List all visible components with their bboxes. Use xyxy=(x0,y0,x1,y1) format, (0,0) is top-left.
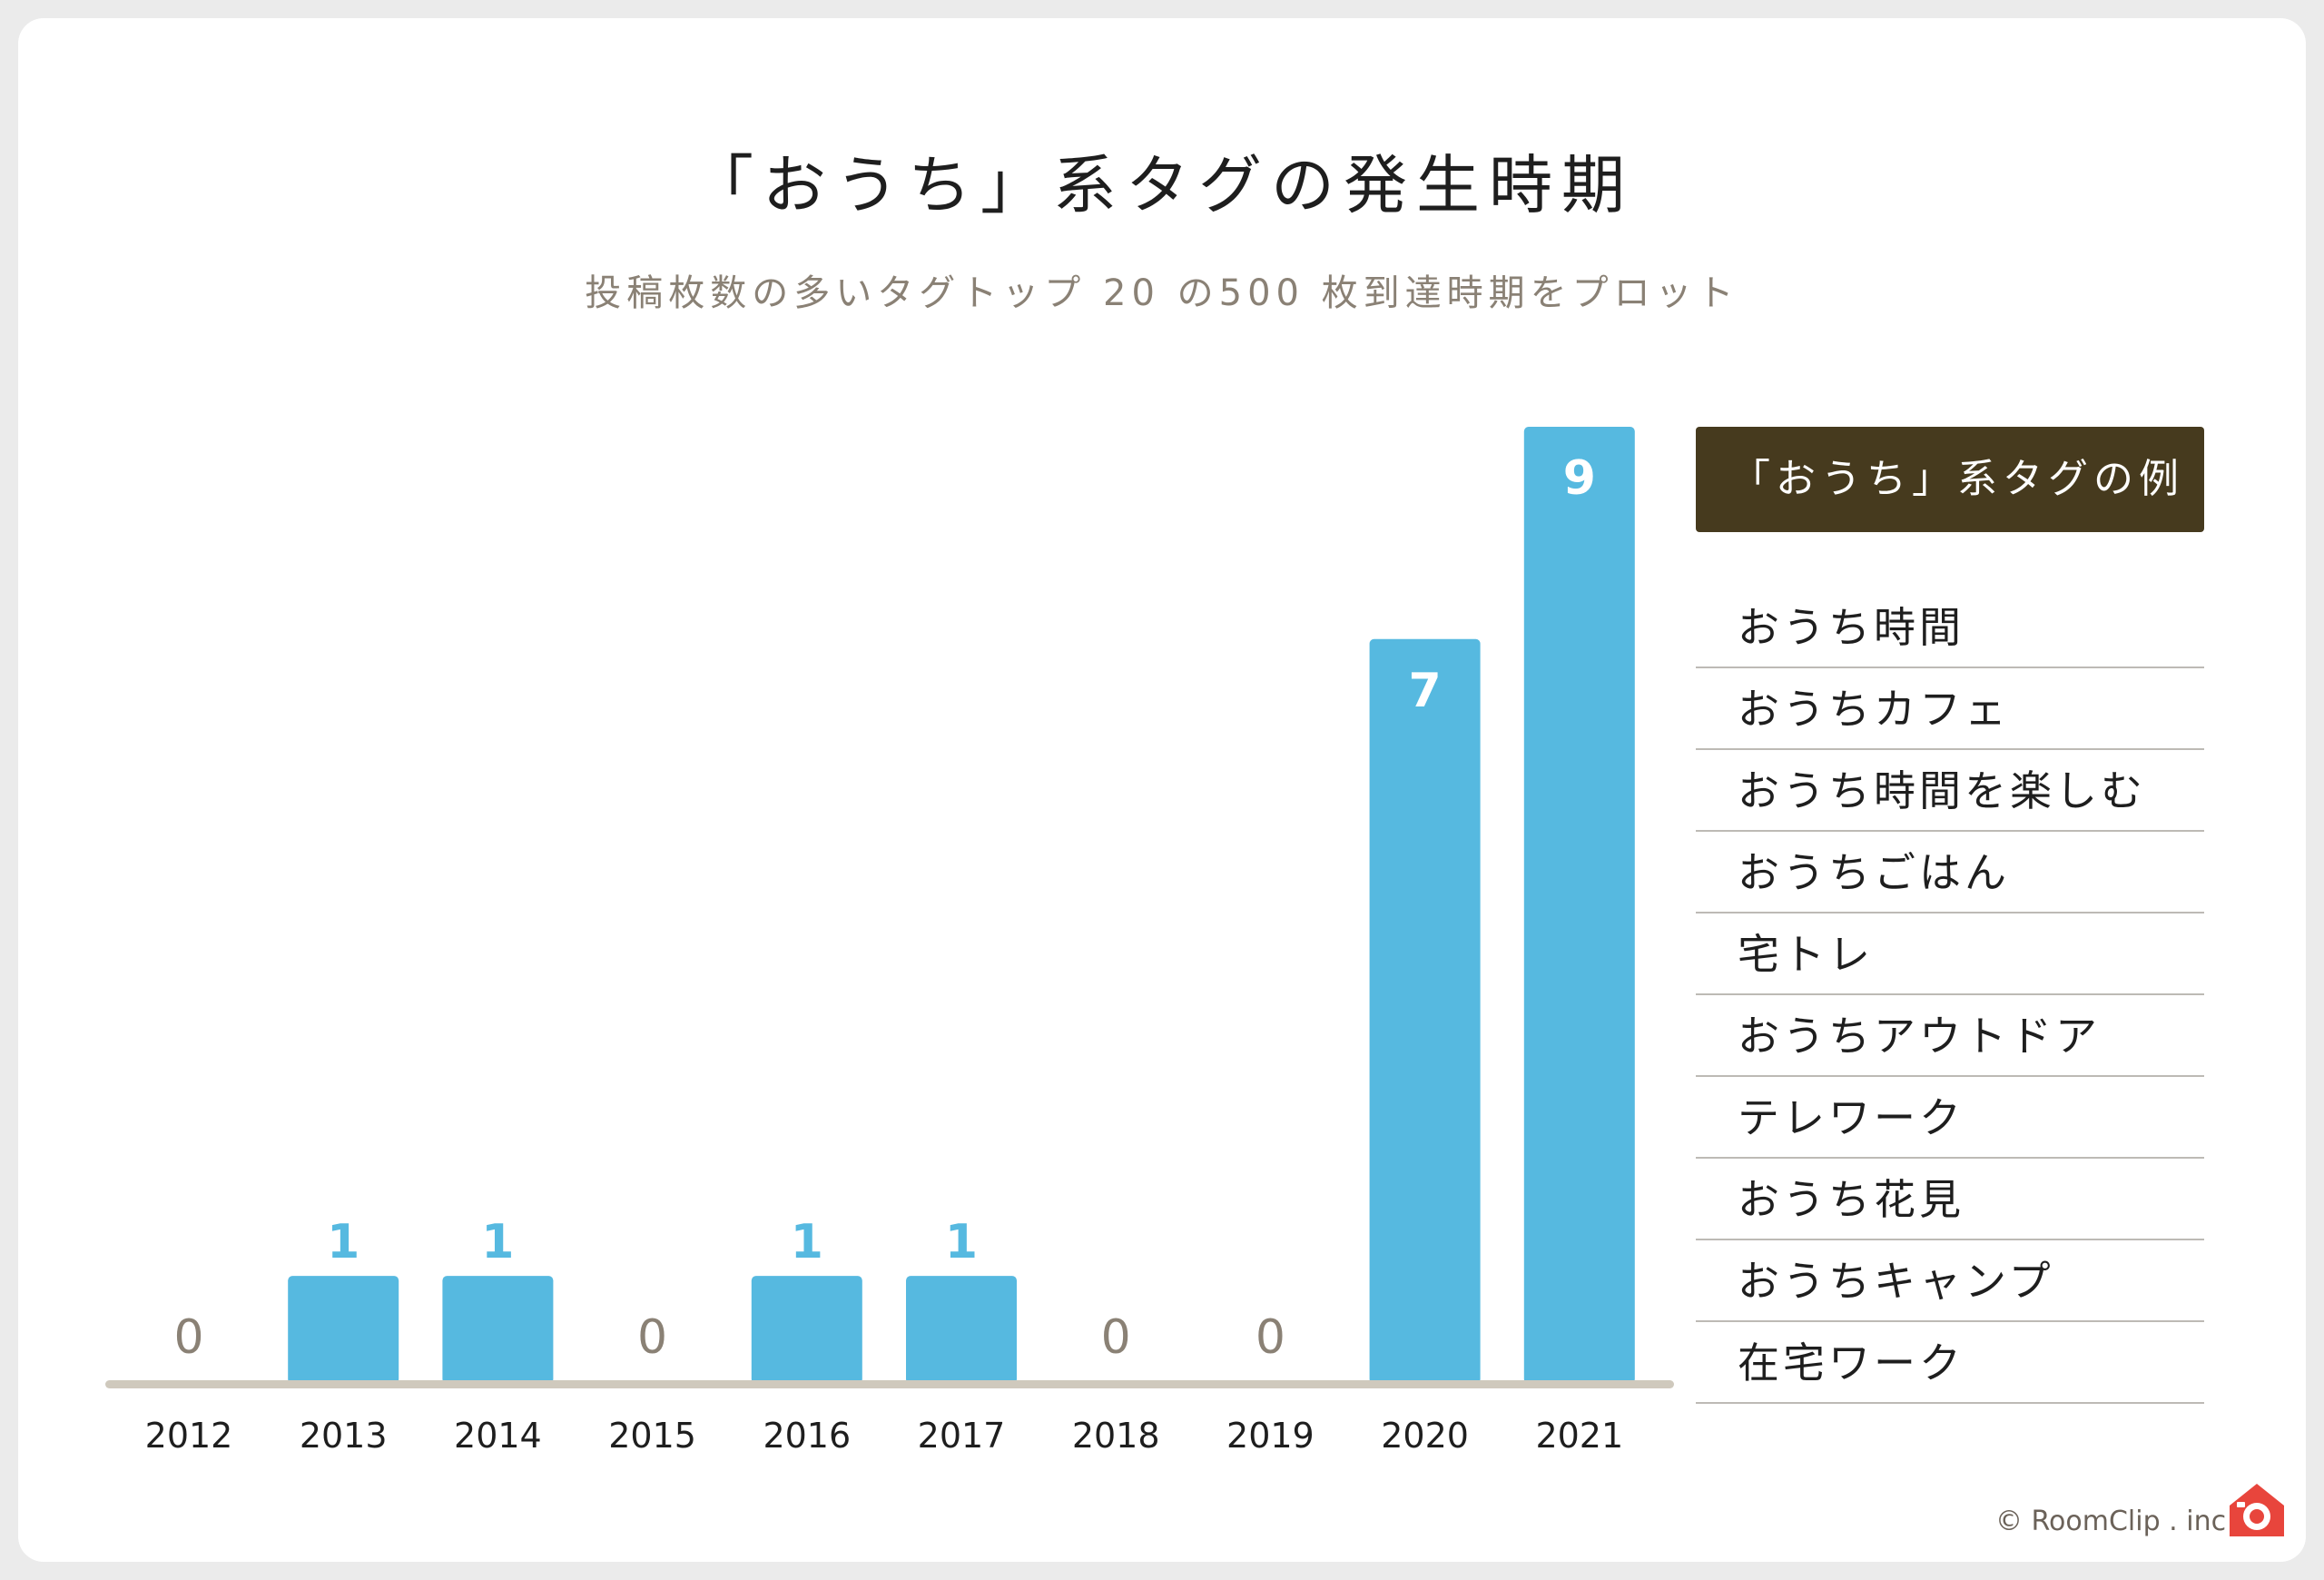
chart-title: 「おうち」系タグの発生時期 xyxy=(690,148,1634,222)
bar-value-label: 0 xyxy=(1101,1310,1131,1365)
x-tick-label: 2015 xyxy=(608,1416,696,1456)
chart-subtitle: 投稿枚数の多いタグトップ 20 の500 枚到達時期をプロット xyxy=(585,272,1739,314)
x-tick-label: 2016 xyxy=(763,1416,851,1456)
legend-item: おうちカフェ xyxy=(1696,668,2204,750)
legend-list: おうち時間 おうちカフェ おうち時間を楽しむ おうちごはん 宅トレ おうちアウト… xyxy=(1696,587,2204,1404)
legend-item: おうち花見 xyxy=(1696,1159,2204,1240)
bar-chart: 0 2012 1 2013 1 2014 0 2015 1 2016 1 2017 0 2018 0 2019… xyxy=(105,427,1674,1456)
x-tick-label: 2021 xyxy=(1535,1416,1623,1456)
bar-value-label: 0 xyxy=(1256,1310,1285,1365)
x-axis-baseline xyxy=(105,1380,1674,1388)
bar-value-label: 1 xyxy=(327,1215,359,1269)
legend-item: おうちアウトドア xyxy=(1696,995,2204,1077)
x-tick-label: 2012 xyxy=(145,1416,233,1456)
x-tick-label: 2018 xyxy=(1072,1416,1160,1456)
bar-value-label: 1 xyxy=(945,1215,978,1269)
legend-item: 宅トレ xyxy=(1696,913,2204,995)
bar xyxy=(751,1276,862,1384)
x-tick-label: 2019 xyxy=(1226,1416,1315,1456)
legend-item: おうち時間 xyxy=(1696,587,2204,668)
bar-value-label: 7 xyxy=(1409,664,1442,718)
bar-value-label: 0 xyxy=(173,1310,203,1365)
bar-value-label: 0 xyxy=(637,1310,667,1365)
x-tick-label: 2017 xyxy=(918,1416,1006,1456)
legend-item: テレワーク xyxy=(1696,1077,2204,1159)
copyright-credit: © RoomClip . inc xyxy=(1995,1506,2227,1537)
x-tick-label: 2020 xyxy=(1381,1416,1469,1456)
bar xyxy=(1523,427,1635,1384)
roomclip-logo-icon xyxy=(2230,1484,2284,1536)
x-tick-label: 2014 xyxy=(454,1416,542,1456)
chart-card: 「おうち」系タグの発生時期 投稿枚数の多いタグトップ 20 の500 枚到達時期… xyxy=(18,18,2306,1562)
legend-item: おうちごはん xyxy=(1696,832,2204,913)
bar xyxy=(906,1276,1017,1384)
legend-item: おうち時間を楽しむ xyxy=(1696,750,2204,832)
bar-value-label: 1 xyxy=(481,1215,514,1269)
bar-value-label: 1 xyxy=(791,1215,823,1269)
bar xyxy=(442,1276,554,1384)
x-tick-label: 2013 xyxy=(300,1416,388,1456)
bar xyxy=(288,1276,399,1384)
legend-item: 在宅ワーク xyxy=(1696,1322,2204,1404)
legend-header: 「おうち」系タグの例 xyxy=(1696,427,2204,532)
bar xyxy=(1369,638,1481,1384)
bar-value-label: 9 xyxy=(1563,451,1596,506)
legend-item: おうちキャンプ xyxy=(1696,1240,2204,1322)
